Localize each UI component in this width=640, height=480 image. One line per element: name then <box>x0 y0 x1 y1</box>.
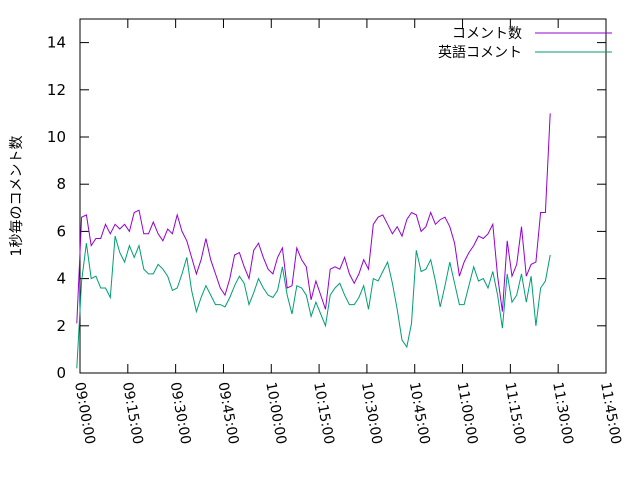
legend-label-1: コメント数 <box>452 26 522 42</box>
x-tick-label: 11:30:00 <box>549 381 576 446</box>
x-axis: 09:00:00 09:15:00 09:30:00 09:45:00 10:00:00… <box>71 19 624 446</box>
x-tick-label: 10:00:00 <box>262 381 289 446</box>
legend-label-2: 英語コメント <box>438 44 522 61</box>
y-tick-label: 12 <box>47 81 66 99</box>
x-tick-label: 09:45:00 <box>215 381 242 446</box>
x-tick-label: 10:15:00 <box>310 381 337 446</box>
y-tick-label: 10 <box>47 128 66 146</box>
y-tick-label: 14 <box>47 34 66 52</box>
y-axis: 0 2 4 6 8 10 12 14 <box>47 34 606 382</box>
series-line-1 <box>76 113 551 324</box>
x-tick-label: 10:45:00 <box>406 381 433 446</box>
x-tick-label: 10:30:00 <box>358 381 385 446</box>
x-tick-label: 11:00:00 <box>454 381 481 446</box>
x-tick-label: 11:15:00 <box>501 381 528 446</box>
x-tick-label: 09:00:00 <box>71 381 98 446</box>
y-tick-label: 6 <box>56 222 66 240</box>
x-tick-label: 11:45:00 <box>597 381 624 446</box>
y-tick-label: 0 <box>56 364 66 382</box>
x-tick-label: 09:15:00 <box>119 381 146 446</box>
series-layer <box>76 113 551 369</box>
y-tick-label: 4 <box>56 270 66 288</box>
x-tick-label: 09:30:00 <box>167 381 194 446</box>
plot-frame <box>79 18 607 374</box>
y-tick-label: 8 <box>56 175 66 193</box>
y-tick-label: 2 <box>56 317 66 335</box>
series-line-2 <box>76 235 551 369</box>
y-axis-label: 1秒毎のコメント数 <box>9 136 25 257</box>
